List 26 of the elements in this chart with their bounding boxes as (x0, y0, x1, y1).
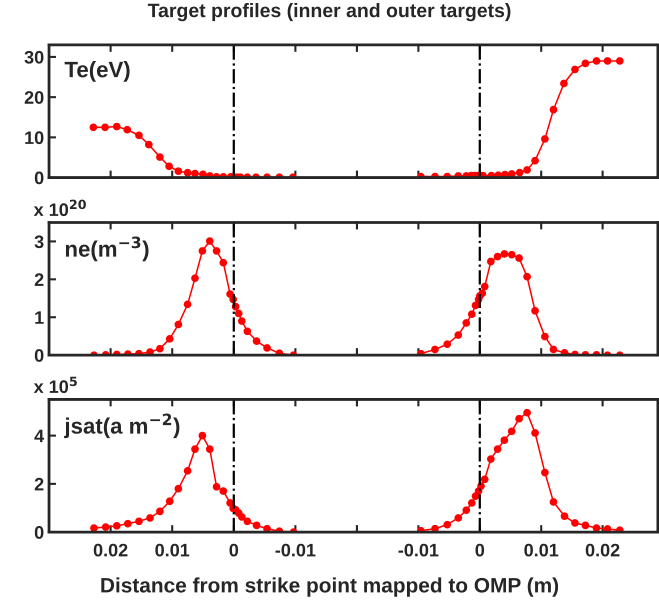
x-tick-label: 0.02 (94, 544, 128, 556)
y-tick-label: 1 (35, 311, 44, 324)
y-tick-label: 0 (34, 349, 44, 362)
y-tick-label: 4 (34, 430, 44, 442)
y-tick-label: 2 (34, 478, 44, 490)
y-tick-label: 10 (25, 131, 44, 144)
annotation: ne(m$^{−3}$) (66, 236, 148, 262)
y-tick-label: 0 (34, 526, 44, 539)
x-tick-label: 0.01 (524, 544, 558, 556)
x-tick-label: 0 (475, 544, 484, 556)
x-tick-label: 0.01 (155, 544, 190, 556)
y-tick-label: 20 (24, 91, 44, 104)
y-tick-label: 30 (24, 50, 44, 64)
y-tick-label: 0 (34, 172, 44, 184)
text: x 10$^{5}$ (34, 376, 77, 394)
text: x 10$^{20}$ (34, 200, 86, 216)
chart-title: Target profiles (inner and outer targets) (148, 3, 510, 22)
annotation: Te(eV) (64, 61, 130, 82)
y-tick-label: 3 (34, 235, 44, 248)
x-tick-label: -0.01 (276, 544, 316, 556)
x-tick-label: 0.02 (586, 544, 620, 556)
x-axis-title: Distance from strike point mapped to OMP (m) (101, 577, 558, 597)
y-tick-label: 2 (34, 273, 44, 286)
annotation: jsat(a m$^{−2}$) (64, 414, 180, 438)
x-tick-label: -0.01 (398, 544, 438, 556)
x-tick-label: 0 (229, 544, 238, 556)
